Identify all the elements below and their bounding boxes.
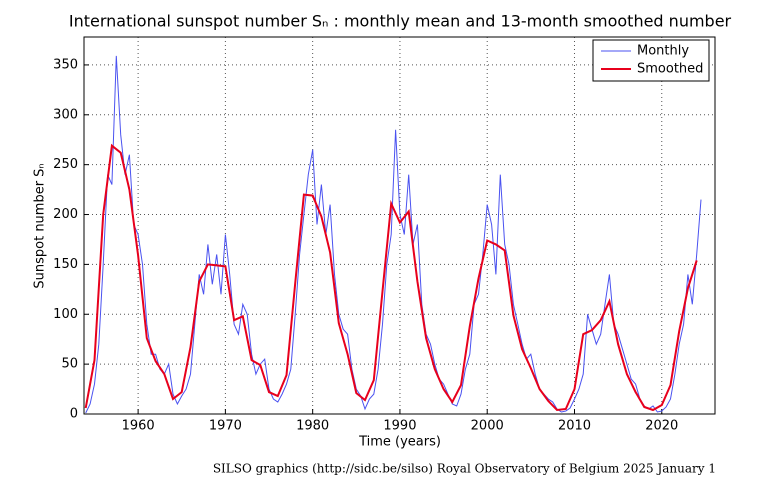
legend-label: Smoothed <box>637 62 703 77</box>
x-tick-label: 1970 <box>209 419 242 434</box>
y-tick-label: 200 <box>53 207 78 222</box>
y-axis-label: Sunspot number Sₙ <box>33 163 48 288</box>
y-tick-label: 300 <box>53 107 78 122</box>
y-tick-label: 100 <box>53 307 78 322</box>
y-tick-label: 0 <box>70 407 78 422</box>
plot-frame <box>83 36 716 415</box>
legend-box <box>592 39 710 82</box>
y-tick-label: 150 <box>53 257 78 272</box>
x-tick-label: 1990 <box>383 419 416 434</box>
y-tick-label: 250 <box>53 157 78 172</box>
x-tick-label: 1960 <box>122 419 155 434</box>
y-tick-label: 350 <box>53 57 78 72</box>
chart-title: International sunspot number Sₙ : monthl… <box>69 12 732 31</box>
y-tick-label: 50 <box>61 357 78 372</box>
series-line <box>84 143 698 412</box>
x-tick-label: 2010 <box>558 419 591 434</box>
x-axis-label: Time (years) <box>358 435 441 450</box>
series-line <box>85 55 702 414</box>
x-tick-label: 2000 <box>471 419 504 434</box>
x-tick-label: 1980 <box>296 419 329 434</box>
x-tick-label: 2020 <box>645 419 678 434</box>
legend-label: Monthly <box>637 44 689 59</box>
footer: SILSO graphics (http://sidc.be/silso) Ro… <box>213 462 716 476</box>
